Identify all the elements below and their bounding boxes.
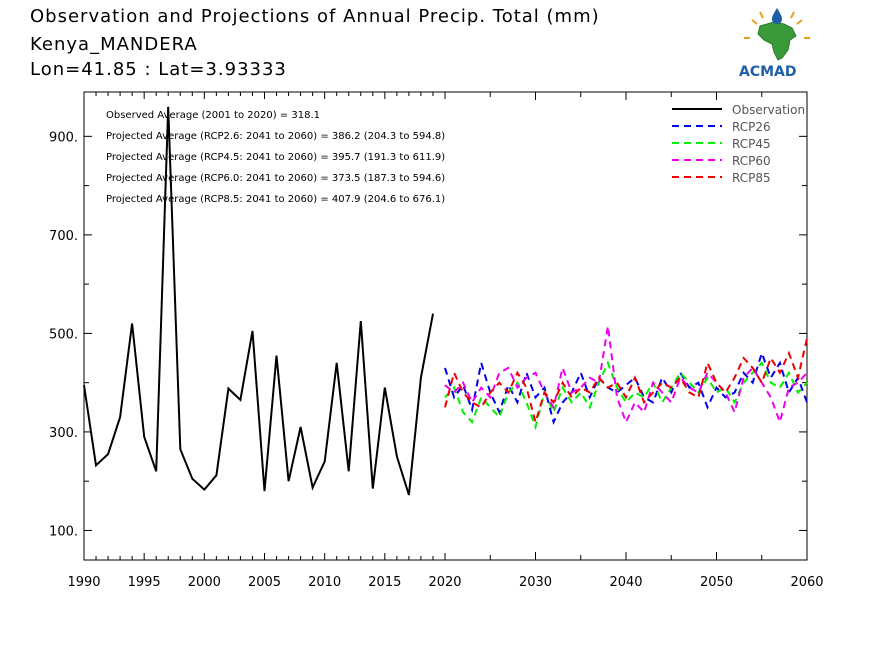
x-tick-label: 2015 bbox=[368, 575, 401, 590]
stat-annotation: Projected Average (RCP6.0: 2041 to 2060)… bbox=[106, 173, 445, 184]
y-tick-label: 700. bbox=[49, 229, 78, 244]
legend-label-rcp26: RCP26 bbox=[732, 120, 771, 134]
series-line-rcp26 bbox=[444, 349, 808, 426]
series-line-rcp45 bbox=[444, 360, 808, 431]
x-tick-label: 2020 bbox=[428, 575, 461, 590]
plot-axes: 100. 300. 500. 700. 900. 1990 1995 2000 2005 2010… bbox=[49, 91, 824, 590]
x-tick-label: 2010 bbox=[308, 575, 341, 590]
africa-map-icon bbox=[744, 8, 810, 61]
series-line-rcp85 bbox=[444, 338, 808, 426]
x-tick-label: 2050 bbox=[700, 575, 733, 590]
location-label: Kenya_MANDERA bbox=[30, 34, 198, 55]
x-tick-label: 1990 bbox=[67, 575, 100, 590]
chart-title: Observation and Projections of Annual Pr… bbox=[30, 6, 600, 27]
stat-annotation: Projected Average (RCP8.5: 2041 to 2060)… bbox=[106, 194, 445, 205]
x-tick-label: 2000 bbox=[188, 575, 221, 590]
acmad-logo-text: ACMAD bbox=[739, 64, 797, 80]
legend-label-rcp60: RCP60 bbox=[732, 154, 771, 168]
coordinates-label: Lon=41.85 : Lat=3.93333 bbox=[30, 59, 287, 80]
x-tick-label: 2005 bbox=[248, 575, 281, 590]
series-line-observation bbox=[83, 106, 434, 496]
y-tick-label: 500. bbox=[49, 327, 78, 342]
x-tick-label: 2030 bbox=[519, 575, 552, 590]
series-line-rcp60 bbox=[444, 325, 808, 426]
x-tick-label: 2040 bbox=[609, 575, 642, 590]
stat-annotation: Observed Average (2001 to 2020) = 318.1 bbox=[106, 110, 320, 121]
stat-annotation: Projected Average (RCP2.6: 2041 to 2060)… bbox=[106, 131, 445, 142]
series-layer bbox=[83, 106, 808, 496]
annotation-layer: Observed Average (2001 to 2020) = 318.1 P… bbox=[106, 110, 445, 205]
x-tick-label: 1995 bbox=[128, 575, 161, 590]
legend-label-rcp85: RCP85 bbox=[732, 171, 771, 185]
legend-label-rcp45: RCP45 bbox=[732, 137, 771, 151]
stat-annotation: Projected Average (RCP4.5: 2041 to 2060)… bbox=[106, 152, 445, 163]
y-tick-label: 100. bbox=[49, 524, 78, 539]
legend-label-observation: Observation bbox=[732, 103, 805, 117]
acmad-logo bbox=[738, 6, 816, 84]
legend: Observation RCP26 RCP45 RCP60 RCP85 bbox=[672, 103, 805, 185]
y-tick-label: 300. bbox=[49, 426, 78, 441]
x-tick-label: 2060 bbox=[790, 575, 823, 590]
y-tick-label: 900. bbox=[49, 130, 78, 145]
